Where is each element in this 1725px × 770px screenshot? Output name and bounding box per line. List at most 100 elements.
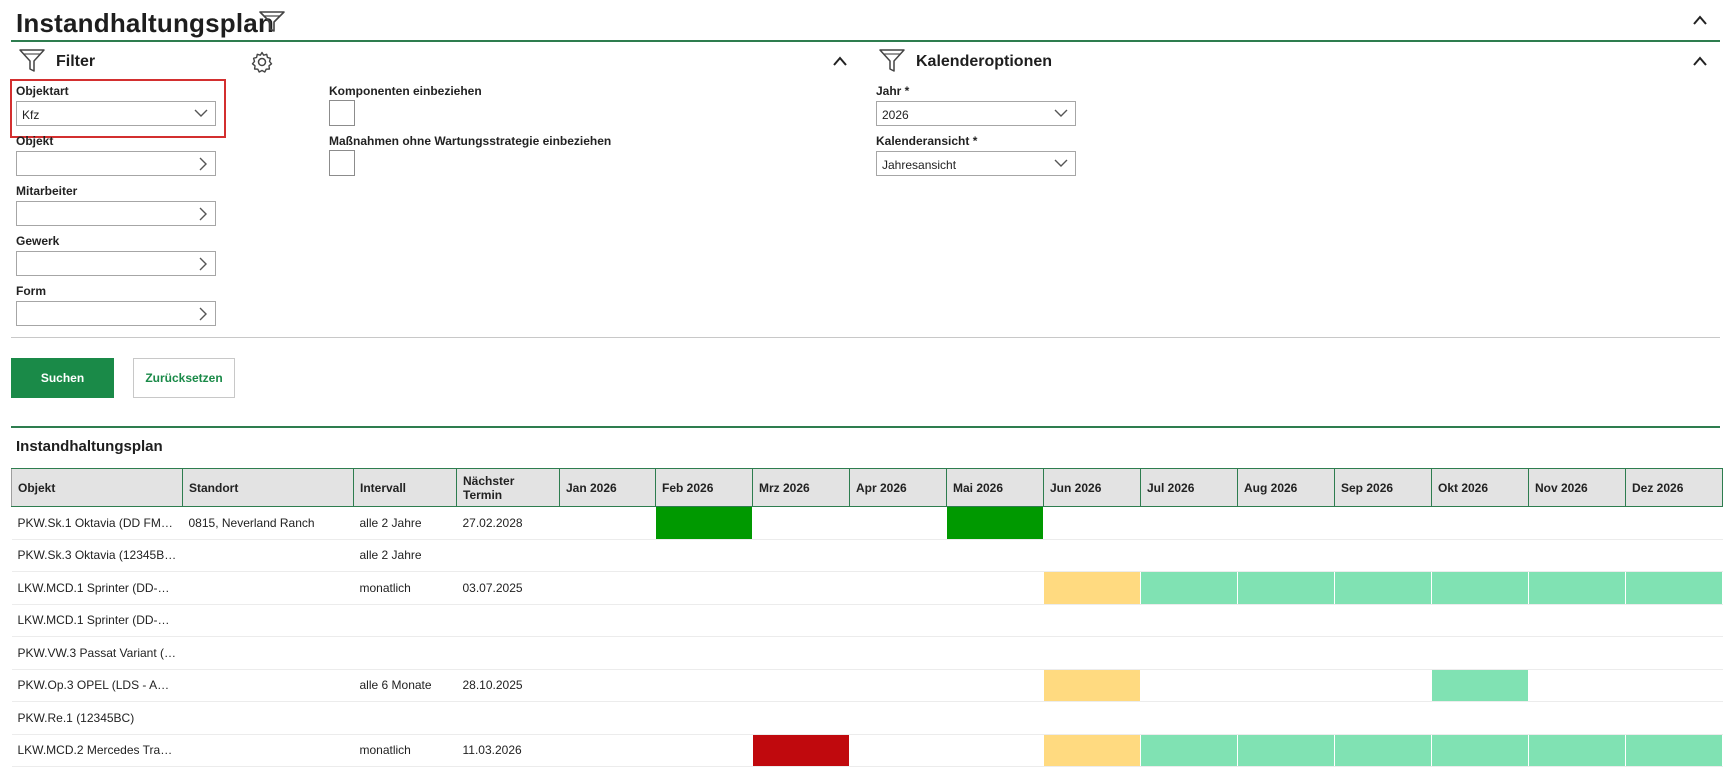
settings-gear-icon[interactable] [250,50,274,74]
month-cell-none [946,734,1044,767]
column-header[interactable]: Sep 2026 [1334,468,1432,507]
month-cell-none [559,701,656,735]
chevron-right-icon [199,157,207,171]
column-header[interactable]: Standort [182,468,354,507]
table-row[interactable]: LKW.MCD.2 Mercedes Transp... monatlich 11.… [11,734,1723,767]
plan-divider [11,426,1720,428]
reset-button[interactable]: Zurücksetzen [133,358,235,398]
column-header[interactable]: Aug 2026 [1237,468,1335,507]
gewerk-picker[interactable] [16,251,216,276]
plan-table: Objekt Standort Intervall Nächster Termin Ja… [11,468,1723,767]
month-cell-none [1237,506,1335,540]
column-header[interactable]: Jan 2026 [559,468,656,507]
cell-termin: 28.10.2025 [456,669,560,702]
search-button[interactable]: Suchen [11,358,114,398]
cell-standort [182,734,354,767]
month-cell-none [752,701,850,735]
month-cell-none [655,571,753,605]
month-cell-light[interactable] [1528,571,1626,605]
cell-intervall: monatlich [353,571,457,605]
month-cell-yellow[interactable] [1043,669,1141,702]
chevron-right-icon [199,207,207,221]
table-row[interactable]: PKW.VW.3 Passat Variant (DD... [11,636,1723,670]
filter-funnel-icon[interactable] [258,10,286,34]
month-cell-none [1334,539,1432,572]
jahr-select[interactable]: 2026 [876,101,1076,126]
cell-objekt: LKW.MCD.1 Sprinter (DD-FM... [11,571,183,605]
collapse-kalender-chevron-icon[interactable] [1692,55,1708,67]
month-cell-red[interactable] [752,734,850,767]
month-cell-light[interactable] [1140,734,1238,767]
form-picker[interactable] [16,301,216,326]
month-cell-light[interactable] [1625,734,1723,767]
cell-objekt: LKW.MCD.1 Sprinter (DD-FM... [11,604,183,637]
table-row[interactable]: LKW.MCD.1 Sprinter (DD-FM... monatlich 03.… [11,571,1723,605]
month-cell-none [559,636,656,670]
filter-funnel-icon [19,49,45,72]
komponenten-checkbox[interactable] [329,100,355,126]
mitarbeiter-picker[interactable] [16,201,216,226]
cell-intervall: alle 2 Jahre [353,506,457,540]
objekt-label: Objekt [16,134,54,148]
month-cell-light[interactable] [1431,669,1529,702]
column-header[interactable]: Apr 2026 [849,468,947,507]
column-header[interactable]: Nov 2026 [1528,468,1626,507]
collapse-page-chevron-icon[interactable] [1692,14,1708,26]
column-header[interactable]: Mrz 2026 [752,468,850,507]
column-header[interactable]: Jun 2026 [1043,468,1141,507]
objekt-picker[interactable] [16,151,216,176]
column-header[interactable]: Objekt [11,468,183,507]
cell-objekt: PKW.VW.3 Passat Variant (DD... [11,636,183,670]
month-cell-light[interactable] [1431,571,1529,605]
table-row[interactable]: LKW.MCD.1 Sprinter (DD-FM... [11,604,1723,637]
table-row[interactable]: PKW.Re.1 (12345BC) [11,701,1723,735]
month-cell-none [1140,604,1238,637]
plan-header-row: Objekt Standort Intervall Nächster Termin Ja… [11,468,1723,507]
collapse-filter-chevron-icon[interactable] [832,55,848,67]
column-header[interactable]: Feb 2026 [655,468,753,507]
month-cell-green[interactable] [946,506,1044,540]
kalenderansicht-select[interactable]: Jahresansicht [876,151,1076,176]
month-cell-none [655,539,753,572]
column-header[interactable]: Intervall [353,468,457,507]
month-cell-light[interactable] [1334,734,1432,767]
month-cell-none [752,539,850,572]
month-cell-light[interactable] [1528,734,1626,767]
cell-standort [182,539,354,572]
cell-objekt: PKW.Re.1 (12345BC) [11,701,183,735]
month-cell-green[interactable] [655,506,753,540]
column-header[interactable]: Okt 2026 [1431,468,1529,507]
table-row[interactable]: PKW.Sk.1 Oktavia (DD FM-150) 0815, Neverl… [11,506,1723,540]
month-cell-light[interactable] [1431,734,1529,767]
kalenderansicht-value: Jahresansicht [882,158,957,172]
massnahmen-checkbox[interactable] [329,150,355,176]
column-header[interactable]: Dez 2026 [1625,468,1723,507]
header-divider [11,40,1720,42]
month-cell-yellow[interactable] [1043,734,1141,767]
month-cell-none [1140,669,1238,702]
month-cell-light[interactable] [1237,571,1335,605]
objektart-select[interactable]: Kfz [16,101,216,126]
month-cell-yellow[interactable] [1043,571,1141,605]
month-cell-light[interactable] [1140,571,1238,605]
month-cell-none [946,539,1044,572]
month-cell-light[interactable] [1237,734,1335,767]
komponenten-label: Komponenten einbeziehen [329,84,482,98]
month-cell-light[interactable] [1625,571,1723,605]
month-cell-light[interactable] [1334,571,1432,605]
month-cell-none [1140,636,1238,670]
month-cell-none [1431,604,1529,637]
column-header[interactable]: Jul 2026 [1140,468,1238,507]
cell-intervall: alle 2 Jahre [353,539,457,572]
month-cell-none [1237,636,1335,670]
table-row[interactable]: PKW.Op.3 OPEL (LDS - AH 42... alle 6 Mona… [11,669,1723,702]
objektart-value: Kfz [22,108,40,122]
month-cell-none [1431,539,1529,572]
month-cell-none [1528,669,1626,702]
column-header[interactable]: Nächster Termin [456,468,560,507]
month-cell-none [1237,539,1335,572]
column-header[interactable]: Mai 2026 [946,468,1044,507]
table-row[interactable]: PKW.Sk.3 Oktavia (12345BC) alle 2 Jahre [11,539,1723,572]
massnahmen-label: Maßnahmen ohne Wartungsstrategie einbezi… [329,134,612,148]
cell-intervall [353,701,457,735]
